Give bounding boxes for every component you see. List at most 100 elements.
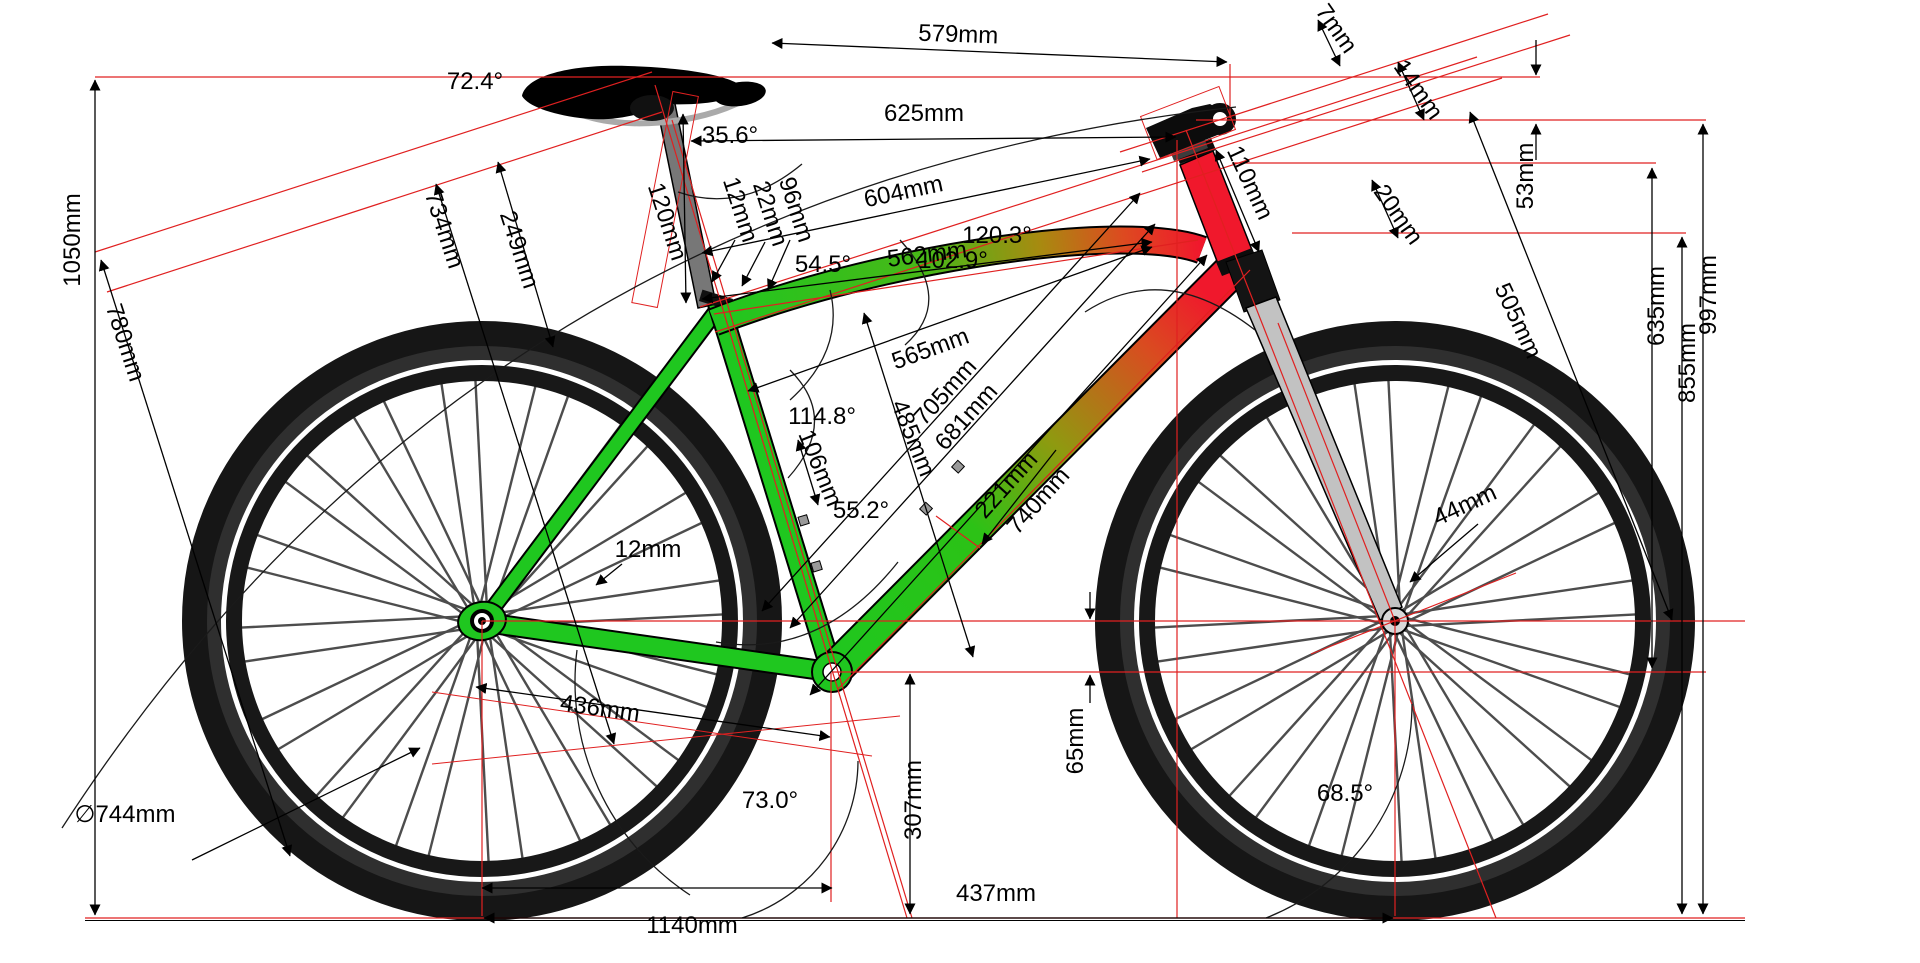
dim-485 (861, 312, 976, 658)
dim-label-68.5: 68.5° (1317, 780, 1373, 807)
dim-label-744mm: ∅744mm (75, 801, 176, 828)
spoke (315, 625, 471, 797)
dim-label-72.4: 72.4° (447, 68, 503, 95)
spoke (1406, 613, 1636, 628)
arc-73-0 (741, 760, 859, 919)
spoke (1197, 480, 1383, 620)
dim-label-65mm: 65mm (1062, 708, 1089, 775)
dim-label-14mm: 14mm (1388, 55, 1448, 125)
spoke (352, 416, 473, 615)
dim-12-seat-leader (711, 239, 736, 283)
bottle-boss-1 (950, 459, 966, 474)
dim-14 (1397, 61, 1425, 121)
dim-780 (98, 259, 293, 857)
spoke (1159, 566, 1383, 625)
dim-label-12mm: 12mm (615, 536, 682, 563)
dim-label-780mm: 780mm (100, 300, 150, 384)
spoke (474, 380, 489, 610)
bottle-boss-4 (810, 560, 823, 573)
dim-436 (475, 682, 831, 742)
dim-label-55.2: 55.2° (833, 497, 889, 524)
spoke (1405, 579, 1633, 615)
axis-parallel-through-hub (1277, 322, 1396, 622)
spoke (491, 627, 612, 826)
saddle-perpendicular-1 (94, 71, 653, 253)
dim-110 (1214, 149, 1261, 253)
dim-label-1140mm: 1140mm (646, 912, 738, 939)
spoke (1157, 627, 1385, 663)
dim-label-102.9: 102.9° (918, 247, 988, 274)
spoke (277, 630, 476, 751)
dim-96-leader (767, 239, 791, 291)
spoke (1407, 622, 1593, 762)
bar-perpendicular-2 (1141, 34, 1571, 173)
dim-744-leader (191, 747, 421, 861)
dim-label-579mm: 579mm (918, 20, 999, 50)
spoke (246, 566, 470, 625)
dim-12-rear-leader (595, 563, 623, 586)
dim-label-120.3: 120.3° (962, 222, 1032, 249)
spoke (1387, 380, 1402, 610)
spoke (1406, 445, 1562, 617)
spoke (1391, 385, 1450, 609)
spoke (1340, 633, 1399, 857)
spoke (475, 632, 490, 862)
spoke (382, 400, 484, 609)
dim-label-997mm: 997mm (1695, 255, 1722, 335)
dim-label-7mm: 7mm (1310, 0, 1363, 58)
dim-221 (981, 449, 1057, 545)
spoke (490, 395, 570, 613)
chainstay-offset-reference (431, 691, 873, 757)
dim-label-35.6: 35.6° (702, 122, 758, 149)
dim-505 (1468, 111, 1674, 621)
spoke (1254, 633, 1394, 819)
dim-106 (795, 439, 821, 506)
dim-label-436mm: 436mm (559, 690, 642, 728)
dim-label-604mm: 604mm (861, 170, 945, 213)
spoke (493, 445, 649, 617)
saddle (522, 65, 744, 120)
dim-249 (495, 161, 556, 348)
spoke (480, 633, 582, 842)
dim-734 (433, 183, 617, 745)
spoke (1403, 629, 1621, 709)
dim-label-635mm: 635mm (1643, 266, 1670, 346)
dim-44 (1409, 523, 1479, 583)
dim-120 (677, 113, 692, 304)
spoke (1407, 617, 1631, 676)
spoke (241, 614, 471, 629)
dim-label-734mm: 734mm (419, 187, 469, 271)
dim-label-855mm: 855mm (1674, 323, 1701, 403)
spoke (1190, 630, 1389, 751)
spoke (427, 633, 486, 857)
dim-label-20mm: 20mm (1368, 180, 1428, 250)
dim-label-437mm: 437mm (956, 880, 1036, 907)
spoke (1401, 631, 1437, 859)
bottle-boss-3 (797, 514, 810, 527)
dim-579 (771, 37, 1228, 68)
dim-label-114.8: 114.8° (788, 403, 856, 430)
saddle-clamp-head (630, 95, 674, 121)
spoke (1307, 629, 1387, 847)
dim-label-73.0: 73.0° (742, 787, 798, 814)
saddle-nose (714, 81, 766, 107)
dim-625 (690, 131, 1177, 147)
spoke (488, 631, 524, 859)
spoke (1407, 521, 1616, 623)
dim-7 (1317, 19, 1341, 67)
spoke (244, 627, 472, 663)
spoke (1219, 454, 1391, 610)
dim-label-53mm: 53mm (1512, 143, 1539, 210)
spoke (440, 383, 476, 611)
spoke (1228, 625, 1384, 797)
dimension-lines (89, 19, 1709, 924)
spoke (1154, 614, 1384, 629)
spoke (256, 533, 474, 613)
spoke (1393, 633, 1495, 842)
spoke (341, 633, 481, 819)
spoke (1174, 619, 1383, 721)
dim-22-leader (741, 241, 766, 287)
spoke (1404, 627, 1525, 826)
